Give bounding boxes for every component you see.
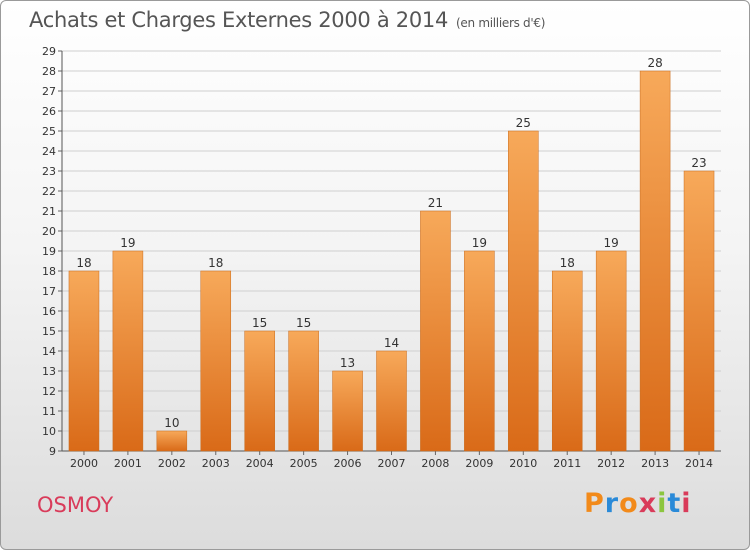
logo-letter: x	[638, 488, 658, 519]
bar-value-label: 13	[340, 356, 355, 370]
bar[interactable]	[683, 170, 715, 452]
x-tick-label: 2009	[465, 457, 493, 470]
bar-value-label: 18	[560, 256, 575, 270]
bar[interactable]	[551, 270, 583, 452]
x-tick-label: 2000	[70, 457, 98, 470]
x-tick-label: 2013	[641, 457, 669, 470]
bars	[68, 70, 715, 452]
y-tick-label: 9	[49, 445, 56, 458]
bar[interactable]	[376, 350, 407, 452]
y-tick-label: 27	[42, 85, 56, 98]
bar[interactable]	[244, 330, 275, 452]
x-tick-label: 2006	[334, 457, 362, 470]
bar-value-label: 23	[691, 156, 706, 170]
y-tick-label: 19	[42, 245, 56, 258]
bar-value-label: 18	[76, 256, 91, 270]
chart-title: Achats et Charges Externes 2000 à 2014 (e…	[29, 8, 545, 32]
x-tick-label: 2003	[202, 457, 230, 470]
x-tick-label: 2010	[509, 457, 537, 470]
y-tick-label: 29	[42, 45, 56, 58]
bar[interactable]	[288, 330, 319, 452]
y-tick-label: 26	[42, 105, 56, 118]
logo-letter: t	[667, 488, 682, 519]
bar-value-label: 25	[516, 116, 531, 130]
logo-letter: r	[604, 488, 620, 519]
x-tick-label: 2008	[421, 457, 449, 470]
x-tick-label: 2007	[378, 457, 406, 470]
bar[interactable]	[156, 430, 188, 452]
y-tick-label: 16	[42, 305, 56, 318]
bar[interactable]	[595, 250, 627, 452]
y-tick-label: 17	[42, 285, 56, 298]
bar-value-label: 14	[384, 336, 399, 350]
bar[interactable]	[200, 270, 232, 452]
y-tick-label: 10	[42, 425, 56, 438]
proxiti-logo[interactable]: Proxiti	[584, 488, 692, 519]
chart-subtitle: (en milliers d'€)	[456, 16, 546, 30]
logo-letter: P	[584, 488, 605, 519]
logo-letter: o	[619, 488, 639, 519]
y-tick-label: 12	[42, 385, 56, 398]
bar-value-label: 19	[472, 236, 487, 250]
bar-value-label: 28	[647, 56, 662, 70]
bar[interactable]	[420, 210, 451, 452]
x-tick-label: 2005	[290, 457, 318, 470]
value-labels: 18 19 10 18 15 15 13 14 21 19 25 18 19 28 23	[76, 56, 706, 430]
bar[interactable]	[332, 370, 363, 452]
chart-title-text: Achats et Charges Externes 2000 à 2014	[29, 8, 449, 32]
x-tick-label: 2001	[114, 457, 142, 470]
bar[interactable]	[68, 270, 100, 452]
y-tick-label: 13	[42, 365, 56, 378]
y-tick-label: 23	[42, 165, 56, 178]
y-tick-label: 24	[42, 145, 56, 158]
bar[interactable]	[464, 250, 495, 452]
x-tick-label: 2002	[158, 457, 186, 470]
bar-value-label: 21	[428, 196, 443, 210]
bar[interactable]	[508, 130, 539, 452]
bar-value-label: 18	[208, 256, 223, 270]
x-tick-label: 2004	[246, 457, 274, 470]
x-tick-label: 2011	[553, 457, 581, 470]
bar-value-label: 19	[604, 236, 619, 250]
y-tick-label: 11	[42, 405, 56, 418]
y-tick-label: 15	[42, 325, 56, 338]
y-tick-label: 22	[42, 185, 56, 198]
bar[interactable]	[112, 250, 144, 452]
y-tick-label: 28	[42, 65, 56, 78]
x-tick-labels: 2000 2001 2002 2003 2004 2005 2006 2007 2008 2009…	[70, 457, 713, 470]
town-name: OSMOY	[37, 493, 114, 517]
x-tick-label: 2014	[685, 457, 713, 470]
bar[interactable]	[639, 70, 671, 452]
bar-value-label: 15	[252, 316, 267, 330]
bar-value-label: 15	[296, 316, 311, 330]
logo-letter: i	[681, 488, 692, 519]
bar-value-label: 19	[120, 236, 135, 250]
y-tick-label: 18	[42, 265, 56, 278]
y-tick-label: 21	[42, 205, 56, 218]
y-tick-label: 25	[42, 125, 56, 138]
y-tick-label: 14	[42, 345, 56, 358]
logo-letter: i	[657, 488, 668, 519]
y-tick-labels: 9 10 11 12 13 14 15 16 17 18 19 20 21 22 23 24 25 26 27 28 2…	[42, 45, 56, 458]
bar-value-label: 10	[164, 416, 179, 430]
y-tick-label: 20	[42, 225, 56, 238]
x-tick-label: 2012	[597, 457, 625, 470]
